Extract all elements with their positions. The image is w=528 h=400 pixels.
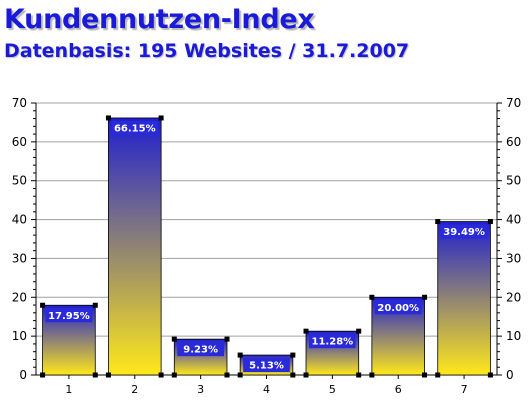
svg-text:66.15%: 66.15% [114,123,156,134]
y-tick-label-left: 30 [12,251,36,265]
svg-text:5: 5 [329,383,336,396]
data-label: 5.13% [243,358,290,373]
bar-handle [171,336,177,342]
bar-handle [356,372,362,378]
x-tick-label: 4 [263,383,270,396]
y-tick-label-left: 50 [12,174,36,188]
data-label: 17.95% [45,308,93,323]
bars [40,115,493,378]
svg-text:1: 1 [65,383,72,396]
x-tick-label: 2 [131,383,138,396]
y-tick-label-right: 70 [497,96,521,110]
x-tick-label: 5 [329,383,336,396]
bar-handle [40,372,46,378]
bar-handle [171,372,177,378]
y-tick-label-left: 40 [12,213,36,227]
svg-text:10: 10 [12,329,27,343]
svg-text:2: 2 [131,383,138,396]
bar-handle [290,352,296,358]
bar-handle [92,302,98,308]
svg-text:6: 6 [395,383,402,396]
svg-text:40: 40 [12,213,27,227]
bar-handle [487,219,493,225]
svg-text:5.13%: 5.13% [249,361,284,372]
data-label: 66.15% [111,120,159,135]
bar-handle [356,328,362,334]
bar-handle [237,352,243,358]
svg-text:50: 50 [12,174,27,188]
grid-lines [36,102,497,337]
svg-text:20: 20 [12,290,27,304]
bar-handle [105,115,111,121]
svg-text:17.95%: 17.95% [48,311,90,322]
svg-text:70: 70 [12,96,27,110]
data-label: 20.00% [374,300,422,315]
chart-title: Kundennutzen-Index [4,4,315,35]
data-label: 39.49% [440,224,488,239]
bar-handle [303,328,309,334]
y-tick-label-left: 20 [12,290,36,304]
svg-text:39.49%: 39.49% [443,227,485,238]
svg-text:3: 3 [197,383,204,396]
bar-handle [435,219,441,225]
svg-text:20: 20 [506,290,521,304]
svg-text:0: 0 [19,368,27,382]
bar-handle [422,372,428,378]
bar-handle [224,372,230,378]
svg-text:60: 60 [506,135,521,149]
data-labels: 17.95% 66.15% 9.23% 5.13% 11.28% 20.00% 39.49% [45,120,488,373]
y-tick-label-right: 30 [497,251,521,265]
bar-handle [158,115,164,121]
y-tick-label-right: 10 [497,329,521,343]
chart-subtitle: Datenbasis: 195 Websites / 31.7.2007 [4,40,410,62]
bar-handle [158,372,164,378]
data-label: 9.23% [177,342,224,357]
x-tick-label: 6 [395,383,402,396]
bar-handle [237,372,243,378]
x-tick-label: 1 [65,383,72,396]
bar-handle [303,372,309,378]
svg-text:11.28%: 11.28% [312,337,354,348]
bar-handle [105,372,111,378]
bar-handle [369,372,375,378]
y-tick-label-right: 60 [497,135,521,149]
bar-handle [92,372,98,378]
bar-handle [224,336,230,342]
svg-text:4: 4 [263,383,270,396]
svg-text:60: 60 [12,135,27,149]
svg-text:30: 30 [506,251,521,265]
bar-handle [40,302,46,308]
bar-handle [487,372,493,378]
svg-text:20.00%: 20.00% [377,303,419,314]
svg-text:50: 50 [506,174,521,188]
x-tick-label: 3 [197,383,204,396]
svg-text:10: 10 [506,329,521,343]
bar-handle [435,372,441,378]
svg-text:70: 70 [506,96,521,110]
svg-text:40: 40 [506,213,521,227]
y-tick-label-right: 50 [497,174,521,188]
y-tick-label-right: 40 [497,213,521,227]
svg-text:9.23%: 9.23% [183,345,218,356]
y-tick-label-left: 0 [19,368,36,382]
y-tick-label-left: 10 [12,329,36,343]
y-tick-label-right: 0 [497,368,514,382]
bar-7 [437,221,491,376]
y-tick-label-right: 20 [497,290,521,304]
y-tick-label-left: 70 [12,96,36,110]
bar-2 [108,117,162,376]
bar-handle [422,294,428,300]
x-tick-label: 7 [461,383,468,396]
bar-handle [369,294,375,300]
svg-text:7: 7 [461,383,468,396]
data-label: 11.28% [309,334,356,349]
y-tick-label-left: 60 [12,135,36,149]
bar-handle [290,372,296,378]
svg-text:30: 30 [12,251,27,265]
svg-text:0: 0 [506,368,514,382]
